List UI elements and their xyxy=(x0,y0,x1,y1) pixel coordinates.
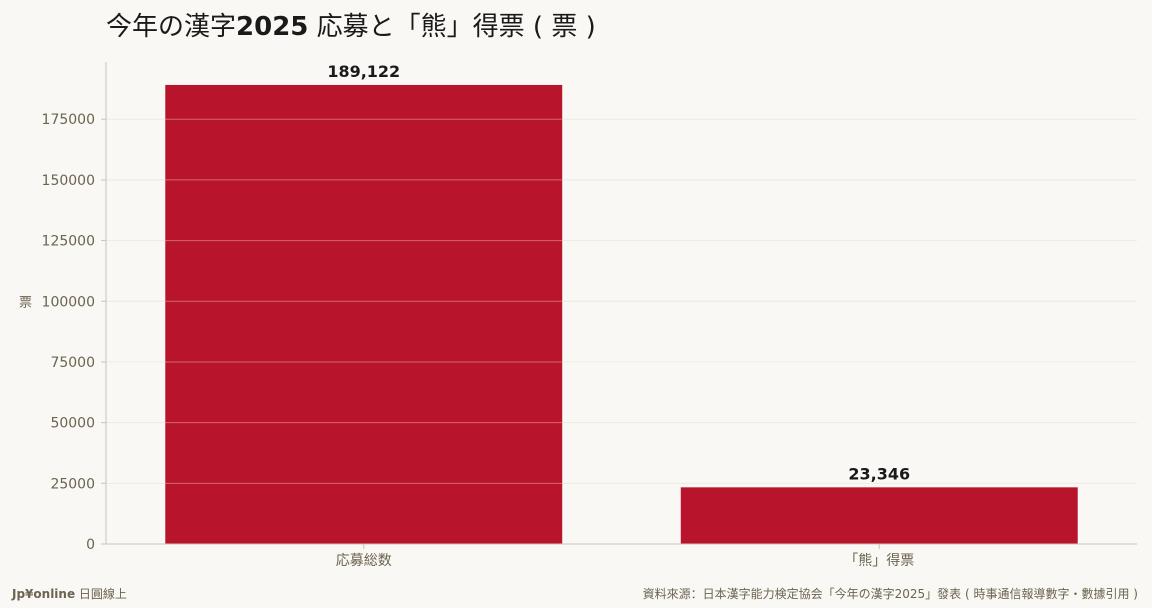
chart-title-prefix: 今年の漢字 xyxy=(106,12,237,42)
bar xyxy=(680,487,1078,544)
x-tick-label: 応募総数 xyxy=(336,553,392,569)
y-tick-label: 0 xyxy=(86,537,95,553)
y-tick-label: 150000 xyxy=(42,173,95,189)
bar xyxy=(165,84,563,544)
bars xyxy=(106,84,1137,544)
y-tick-label: 125000 xyxy=(42,234,95,250)
labels: 0 25000 50000 75000 100000 125000 150000 175000… xyxy=(42,62,915,569)
data-label: 189,122 xyxy=(327,62,400,81)
y-tick-label: 175000 xyxy=(42,112,95,128)
chart-title-year: 2025 xyxy=(236,12,309,42)
y-tick-label: 75000 xyxy=(50,355,95,371)
y-axis-label: 票 xyxy=(16,295,31,308)
brand-name: Jp¥online xyxy=(12,587,76,601)
data-label: 23,346 xyxy=(848,464,910,483)
footer-brand: Jp¥online 日圓線上 xyxy=(12,585,127,602)
chart-title-suffix: 応募と「熊」得票 ( 票 ) xyxy=(308,12,596,42)
y-tick-label: 100000 xyxy=(42,294,95,310)
y-tick-label: 50000 xyxy=(50,416,95,432)
brand-suffix: 日圓線上 xyxy=(75,587,127,601)
x-tick-label: 「熊」得票 xyxy=(844,552,914,569)
axes xyxy=(101,62,1137,549)
source-note: 資料來源：日本漢字能力検定協会「今年の漢字2025」發表 ( 時事通信報導數字・… xyxy=(642,587,1138,601)
chart-title: 今年の漢字2025 応募と「熊」得票 ( 票 ) xyxy=(106,8,596,46)
y-tick-label: 25000 xyxy=(50,476,95,492)
